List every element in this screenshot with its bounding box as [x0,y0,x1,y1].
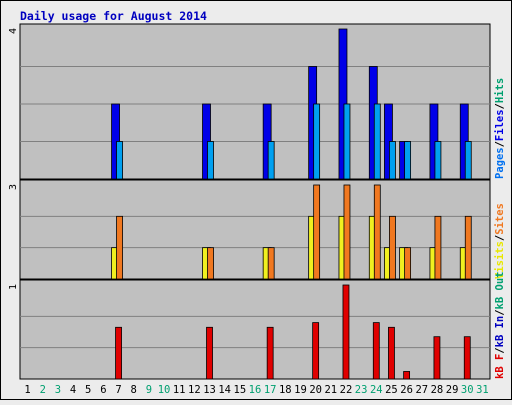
x-tick-label-day-13: 13 [203,384,216,396]
bar-files-day-22 [343,103,351,180]
x-tick-label-day-23: 23 [355,384,368,396]
bar-files-day-20 [313,103,321,180]
legend-entry: / [494,309,506,315]
x-tick-label-day-22: 22 [340,384,353,396]
bar-kb-f-day-13 [206,326,213,380]
bar-kb-f-day-22 [342,284,350,380]
bar-files-day-17 [267,141,275,180]
x-tick-label-day-10: 10 [158,384,171,396]
panel-visits-sites [19,179,491,280]
x-tick-label-day-2: 2 [40,384,46,396]
x-tick-label-day-15: 15 [234,384,247,396]
bar-files-day-13 [207,141,214,180]
x-tick-label-day-26: 26 [400,384,413,396]
x-tick-label-day-5: 5 [85,384,91,396]
bar-sites-day-26 [404,247,412,280]
bar-files-day-28 [434,141,442,180]
bar-kb-f-day-20 [312,322,320,380]
x-tick-label-day-7: 7 [115,384,121,396]
bar-kb-f-day-17 [266,326,274,380]
bar-kb-f-day-26 [403,371,411,380]
y-max-label: 4 [8,28,19,34]
x-tick-label-day-6: 6 [100,384,106,396]
bar-kb-f-day-25 [388,326,395,380]
x-tick-label-day-12: 12 [188,384,201,396]
x-tick-label-day-14: 14 [218,384,231,396]
x-tick-label-day-29: 29 [446,384,459,396]
bar-files-day-26 [404,141,412,180]
bar-sites-day-24 [373,184,381,280]
legend-entry: / [494,103,506,109]
x-tick-label-day-18: 18 [279,384,292,396]
x-tick-label-day-28: 28 [431,384,444,396]
x-tick-label-day-31: 31 [476,384,489,396]
legend-hits-files-pages: Pages/Files/Hits [494,78,506,179]
bar-sites-day-25 [389,215,396,280]
x-tick-label-day-24: 24 [370,384,383,396]
legend-visits-sites: Visits/Sites [494,203,506,279]
legend-entry: / [494,235,506,241]
legend-entry: / [494,141,506,147]
y-max-label: 3 [8,184,19,190]
bar-sites-day-28 [434,215,442,280]
bar-sites-day-17 [267,247,275,280]
chart-title: Daily usage for August 2014 [20,9,207,23]
x-tick-label-day-16: 16 [249,384,262,396]
x-tick-label-day-19: 19 [294,384,307,396]
bar-kb-f-day-7 [115,326,122,380]
bar-sites-day-20 [313,184,321,280]
y-max-label: 1 [8,284,19,290]
x-tick-label-day-1: 1 [24,384,30,396]
bar-sites-day-13 [207,247,214,280]
bar-kb-f-day-30 [463,336,471,380]
legend-entry: kB In [494,316,506,348]
x-tick-label-day-17: 17 [264,384,277,396]
bar-files-day-25 [389,141,396,180]
panel-hits-files-pages [19,23,491,180]
legend-entry: Sites [494,203,506,235]
bar-sites-day-30 [464,215,472,280]
legend-entry: kB Out [494,272,506,310]
x-tick-label-day-9: 9 [146,384,152,396]
x-tick-label-day-25: 25 [385,384,398,396]
bar-kb-f-day-28 [433,336,441,380]
x-tick-label-day-11: 11 [173,384,186,396]
bar-files-day-30 [464,141,472,180]
legend-entry: / [494,347,506,353]
x-tick-label-day-3: 3 [55,384,61,396]
x-tick-label-day-4: 4 [70,384,76,396]
bar-kb-f-day-24 [372,322,380,380]
legend-entry: Pages [494,147,506,179]
bar-files-day-24 [373,103,381,180]
legend-kbytes: kB F/kB In/kB Out [494,272,506,380]
bar-sites-day-22 [343,184,351,280]
legend-entry: Files [494,109,506,141]
x-tick-label-day-8: 8 [131,384,137,396]
panel-kbytes [19,279,491,380]
x-tick-label-day-20: 20 [309,384,322,396]
x-tick-label-day-21: 21 [324,384,337,396]
bar-sites-day-7 [116,215,123,280]
legend-entry: kB F [494,354,506,379]
legend-entry: Visits [494,241,506,279]
x-tick-label-day-30: 30 [461,384,474,396]
bar-files-day-7 [116,141,123,180]
x-tick-label-day-27: 27 [415,384,428,396]
legend-entry: Hits [494,78,506,103]
